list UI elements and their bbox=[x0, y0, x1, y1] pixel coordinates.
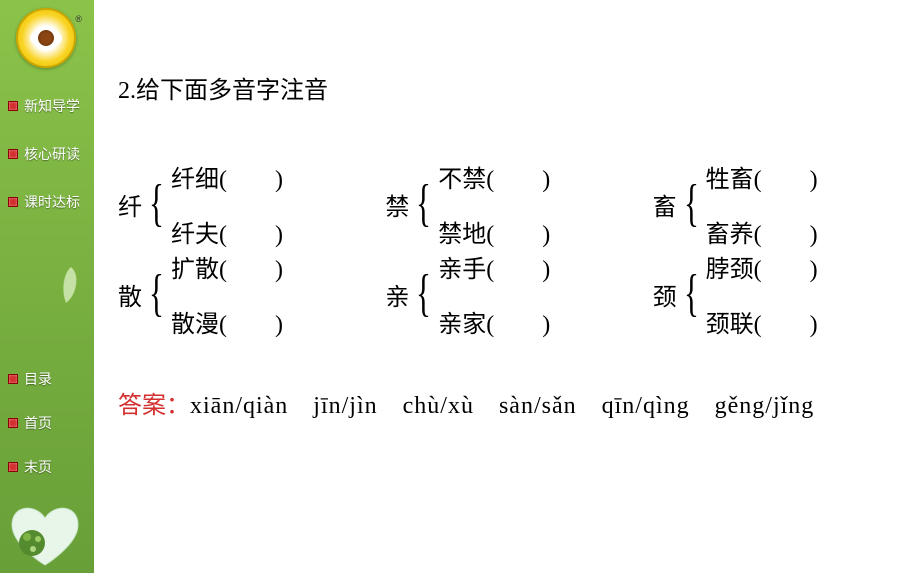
heart-decoration-icon bbox=[0, 493, 90, 573]
sidebar: ® 新知导学 核心研读 课时达标 目录 bbox=[0, 0, 94, 573]
logo-ring bbox=[16, 8, 76, 68]
nav-bottom-group: 目录 首页 末页 bbox=[0, 363, 94, 495]
logo: ® bbox=[16, 8, 78, 70]
poly-words: 牲畜( ) 畜养( ) bbox=[706, 159, 818, 249]
nav-item-xinzhi[interactable]: 新知导学 bbox=[0, 90, 94, 122]
nav-item-keshi[interactable]: 课时达标 bbox=[0, 186, 94, 218]
trademark-icon: ® bbox=[75, 14, 82, 24]
poly-words: 纤细( ) 纤夫( ) bbox=[171, 159, 283, 249]
polyphonic-grid: 纤 { 纤细( ) 纤夫( ) 禁 { 不禁( ) 禁地( ) 畜 { bbox=[118, 159, 890, 339]
poly-group-xian: 纤 { 纤细( ) 纤夫( ) bbox=[118, 159, 355, 249]
bullet-icon bbox=[8, 197, 18, 207]
poly-word: 纤细( ) bbox=[171, 159, 283, 194]
nav-label: 核心研读 bbox=[24, 144, 80, 164]
poly-word: 扩散( ) bbox=[171, 249, 283, 284]
nav-top-group: 新知导学 核心研读 课时达标 bbox=[0, 90, 94, 218]
poly-word: 牲畜( ) bbox=[706, 159, 818, 194]
bullet-icon bbox=[8, 149, 18, 159]
nav-label: 首页 bbox=[24, 413, 52, 433]
poly-main-char: 纤 bbox=[118, 187, 142, 222]
bullet-icon bbox=[8, 418, 18, 428]
poly-word: 纤夫( ) bbox=[171, 214, 283, 249]
poly-word: 不禁( ) bbox=[438, 159, 550, 194]
poly-words: 亲手( ) 亲家( ) bbox=[438, 249, 550, 339]
nav-label: 新知导学 bbox=[24, 96, 80, 116]
brace-icon: { bbox=[416, 178, 431, 230]
content-area: 2.给下面多音字注音 纤 { 纤细( ) 纤夫( ) 禁 { 不禁( ) 禁地(… bbox=[94, 0, 920, 573]
poly-word: 畜养( ) bbox=[706, 214, 818, 249]
poly-main-char: 畜 bbox=[653, 187, 677, 222]
question-title: 2.给下面多音字注音 bbox=[118, 70, 890, 105]
poly-word: 禁地( ) bbox=[438, 214, 550, 249]
page: ® 新知导学 核心研读 课时达标 目录 bbox=[0, 0, 920, 573]
poly-word: 亲手( ) bbox=[438, 249, 550, 284]
logo-eye-icon bbox=[30, 29, 62, 47]
logo-pupil bbox=[38, 30, 54, 46]
poly-main-char: 禁 bbox=[385, 187, 409, 222]
poly-group-jin: 禁 { 不禁( ) 禁地( ) bbox=[385, 159, 622, 249]
poly-main-char: 颈 bbox=[653, 277, 677, 312]
bullet-icon bbox=[8, 374, 18, 384]
poly-group-chu: 畜 { 牲畜( ) 畜养( ) bbox=[653, 159, 890, 249]
poly-main-char: 亲 bbox=[385, 277, 409, 312]
nav-label: 末页 bbox=[24, 457, 52, 477]
poly-group-san: 散 { 扩散( ) 散漫( ) bbox=[118, 249, 355, 339]
poly-word: 脖颈( ) bbox=[706, 249, 818, 284]
poly-word: 颈联( ) bbox=[706, 304, 818, 339]
poly-word: 散漫( ) bbox=[171, 304, 283, 339]
bullet-icon bbox=[8, 101, 18, 111]
poly-words: 扩散( ) 散漫( ) bbox=[171, 249, 283, 339]
poly-group-qin: 亲 { 亲手( ) 亲家( ) bbox=[385, 249, 622, 339]
poly-group-jing: 颈 { 脖颈( ) 颈联( ) bbox=[653, 249, 890, 339]
poly-words: 脖颈( ) 颈联( ) bbox=[706, 249, 818, 339]
poly-main-char: 散 bbox=[118, 277, 142, 312]
poly-word: 亲家( ) bbox=[438, 304, 550, 339]
nav-label: 课时达标 bbox=[24, 192, 80, 212]
brace-icon: { bbox=[416, 268, 431, 320]
nav-item-moye[interactable]: 末页 bbox=[0, 451, 94, 483]
poly-words: 不禁( ) 禁地( ) bbox=[438, 159, 550, 249]
nav-item-shouye[interactable]: 首页 bbox=[0, 407, 94, 439]
nav-label: 目录 bbox=[24, 369, 52, 389]
brace-icon: { bbox=[684, 268, 699, 320]
answer-text: xiān/qiàn jīn/jìn chù/xù sàn/sǎn qīn/qìn… bbox=[190, 393, 814, 419]
answer-block: 答案：xiān/qiàn jīn/jìn chù/xù sàn/sǎn qīn/… bbox=[118, 381, 890, 431]
bullet-icon bbox=[8, 462, 18, 472]
nav-item-hexin[interactable]: 核心研读 bbox=[0, 138, 94, 170]
answer-label: 答案： bbox=[118, 393, 190, 419]
brace-icon: { bbox=[684, 178, 699, 230]
nav-item-mulu[interactable]: 目录 bbox=[0, 363, 94, 395]
brace-icon: { bbox=[149, 268, 164, 320]
leaf-decoration-icon bbox=[56, 265, 86, 305]
brace-icon: { bbox=[149, 178, 164, 230]
